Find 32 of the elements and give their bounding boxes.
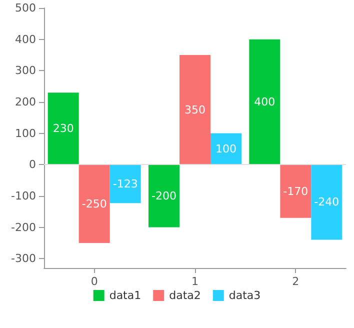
data-label: 100 bbox=[216, 142, 236, 156]
data-label: -123 bbox=[112, 177, 138, 190]
data-label: 350 bbox=[184, 103, 206, 116]
y-tick-label: 0 bbox=[29, 158, 36, 172]
bar bbox=[148, 164, 180, 228]
bar bbox=[249, 39, 280, 165]
data-label: -170 bbox=[283, 184, 308, 198]
y-tick-label: -300 bbox=[11, 252, 36, 266]
y-tick-label: -100 bbox=[11, 189, 36, 202]
data-label: -240 bbox=[314, 196, 340, 209]
data-label: 400 bbox=[254, 95, 276, 108]
legend-label: data1 bbox=[109, 289, 142, 302]
x-tick-label: 2 bbox=[292, 275, 300, 288]
bar bbox=[280, 164, 312, 218]
bar bbox=[78, 164, 110, 243]
data-label: 230 bbox=[52, 122, 74, 136]
y-tick-label: 300 bbox=[15, 64, 36, 78]
y-tick-label: 200 bbox=[15, 95, 36, 108]
bar bbox=[48, 92, 79, 165]
bar bbox=[311, 164, 342, 240]
bar bbox=[110, 164, 141, 204]
y-tick-label: 500 bbox=[15, 2, 36, 14]
x-tick-label: 0 bbox=[90, 275, 98, 288]
bar bbox=[180, 54, 210, 165]
y-tick-label: 100 bbox=[15, 126, 36, 140]
y-tick-label: -200 bbox=[11, 220, 36, 234]
x-tick-label: 1 bbox=[192, 275, 198, 288]
data-label: -200 bbox=[152, 189, 176, 202]
data-label: -250 bbox=[82, 197, 107, 210]
legend-label: data2 bbox=[169, 289, 201, 302]
legend-label: data3 bbox=[228, 289, 261, 302]
y-tick-label: 400 bbox=[15, 32, 36, 46]
